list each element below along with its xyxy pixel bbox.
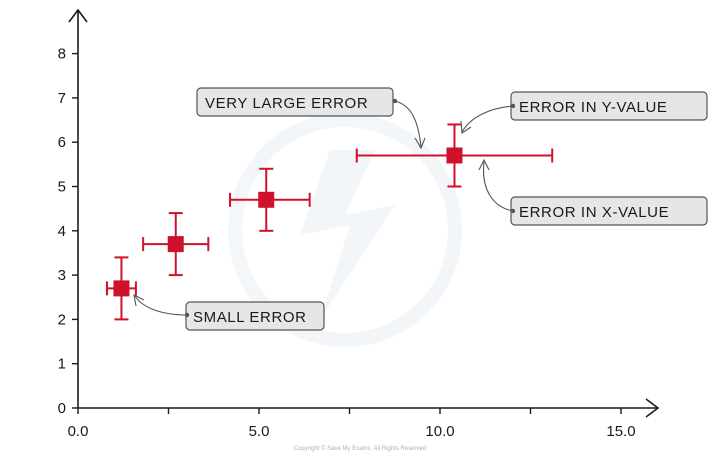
callout-error-in-x-value: ERROR IN X-VALUE [478,158,708,226]
x-ticks: 0.0 5.0 10.0 15.0 [68,408,636,440]
data-point [142,212,210,277]
callout-error-in-y-value: ERROR IN Y-VALUE [460,91,708,134]
leader-line [482,161,514,212]
data-point [355,123,554,188]
y-tick-label: 0 [58,400,66,417]
data-point [105,256,137,321]
x-tick-label: 5.0 [249,423,270,440]
x-tick-label: 15.0 [606,423,635,440]
y-axis-arrow-icon [68,8,88,23]
axes [68,8,660,418]
callout-label: VERY LARGE ERROR [205,95,368,112]
x-axis-arrow-icon [645,398,660,418]
leader-line [461,105,514,133]
callout-small-error: SMALL ERROR [133,294,325,331]
point-marker [258,191,275,208]
copyright-text: Copyright © Save My Exams. All Rights Re… [294,445,426,452]
callout-box [196,87,394,117]
callout-label: ERROR IN X-VALUE [519,204,669,221]
callout-label: SMALL ERROR [193,309,307,326]
point-marker [446,147,463,164]
callout-label: ERROR IN Y-VALUE [519,99,668,116]
y-tick-label: 2 [58,311,66,328]
y-tick-label: 8 [58,46,66,63]
x-tick-label: 0.0 [68,423,89,440]
x-tick-label: 10.0 [425,423,454,440]
data-points [105,123,554,321]
y-tick-label: 4 [58,223,66,240]
y-ticks: 0 1 2 3 4 5 6 7 8 [58,46,78,417]
leader-line [394,100,422,148]
point-marker [113,280,130,297]
watermark-logo [228,113,462,347]
point-marker [167,236,184,253]
y-tick-label: 7 [58,90,66,107]
y-tick-label: 3 [58,267,66,284]
leader-line [134,295,188,316]
data-point [229,167,311,232]
callout-very-large-error: VERY LARGE ERROR [196,87,426,150]
y-tick-label: 1 [58,356,66,373]
y-tick-label: 5 [58,179,66,196]
y-tick-label: 6 [58,134,66,151]
